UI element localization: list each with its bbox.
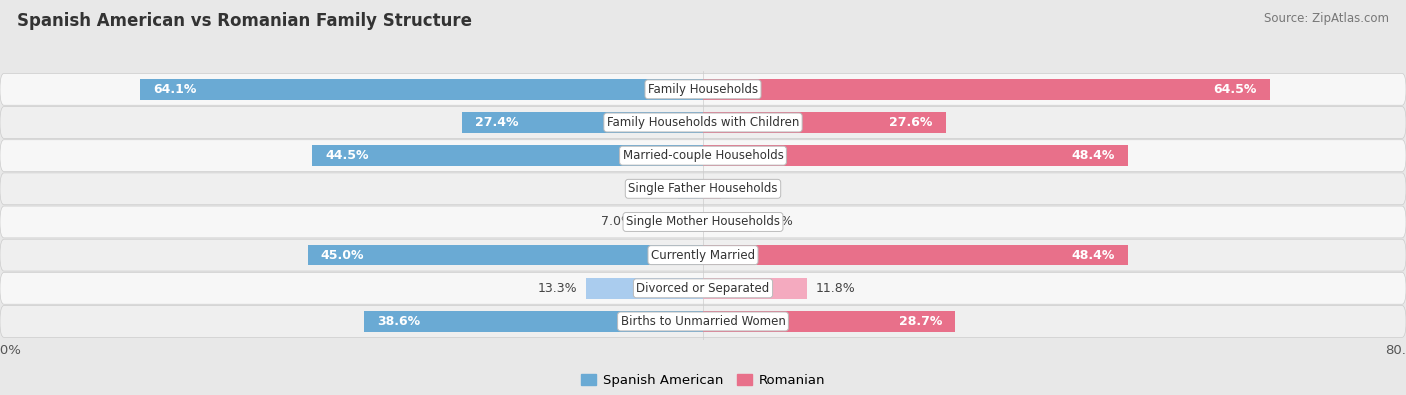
Text: 28.7%: 28.7%: [898, 315, 942, 328]
Text: 13.3%: 13.3%: [537, 282, 578, 295]
FancyBboxPatch shape: [0, 273, 1406, 304]
Bar: [703, 212, 752, 232]
Bar: [139, 79, 703, 100]
Text: 44.5%: 44.5%: [325, 149, 368, 162]
Text: Family Households: Family Households: [648, 83, 758, 96]
Bar: [586, 278, 703, 299]
Text: Divorced or Separated: Divorced or Separated: [637, 282, 769, 295]
Bar: [364, 311, 703, 332]
Bar: [703, 311, 955, 332]
Text: 48.4%: 48.4%: [1071, 149, 1115, 162]
Text: Family Households with Children: Family Households with Children: [607, 116, 799, 129]
Bar: [703, 245, 1129, 265]
Text: Currently Married: Currently Married: [651, 248, 755, 261]
FancyBboxPatch shape: [0, 140, 1406, 171]
Text: Single Mother Households: Single Mother Households: [626, 216, 780, 228]
Text: Married-couple Households: Married-couple Households: [623, 149, 783, 162]
Bar: [641, 212, 703, 232]
FancyBboxPatch shape: [0, 107, 1406, 138]
FancyBboxPatch shape: [0, 239, 1406, 271]
Bar: [703, 79, 1270, 100]
Text: 11.8%: 11.8%: [815, 282, 855, 295]
Text: 5.6%: 5.6%: [761, 216, 793, 228]
Bar: [703, 112, 945, 133]
Text: 2.8%: 2.8%: [638, 182, 669, 195]
Text: 38.6%: 38.6%: [377, 315, 420, 328]
Bar: [463, 112, 703, 133]
Text: 27.6%: 27.6%: [889, 116, 932, 129]
Text: 48.4%: 48.4%: [1071, 248, 1115, 261]
Bar: [678, 179, 703, 199]
FancyBboxPatch shape: [0, 206, 1406, 238]
Text: Spanish American vs Romanian Family Structure: Spanish American vs Romanian Family Stru…: [17, 12, 472, 30]
Text: Births to Unmarried Women: Births to Unmarried Women: [620, 315, 786, 328]
Bar: [312, 145, 703, 166]
Bar: [703, 145, 1129, 166]
Legend: Spanish American, Romanian: Spanish American, Romanian: [575, 369, 831, 392]
Text: 2.1%: 2.1%: [730, 182, 762, 195]
Text: 64.5%: 64.5%: [1213, 83, 1257, 96]
Text: Source: ZipAtlas.com: Source: ZipAtlas.com: [1264, 12, 1389, 25]
FancyBboxPatch shape: [0, 73, 1406, 105]
Bar: [703, 179, 721, 199]
Bar: [308, 245, 703, 265]
Text: Single Father Households: Single Father Households: [628, 182, 778, 195]
FancyBboxPatch shape: [0, 306, 1406, 337]
Text: 64.1%: 64.1%: [153, 83, 197, 96]
Bar: [703, 278, 807, 299]
Text: 7.0%: 7.0%: [600, 216, 633, 228]
Text: 27.4%: 27.4%: [475, 116, 519, 129]
Text: 45.0%: 45.0%: [321, 248, 364, 261]
FancyBboxPatch shape: [0, 173, 1406, 205]
